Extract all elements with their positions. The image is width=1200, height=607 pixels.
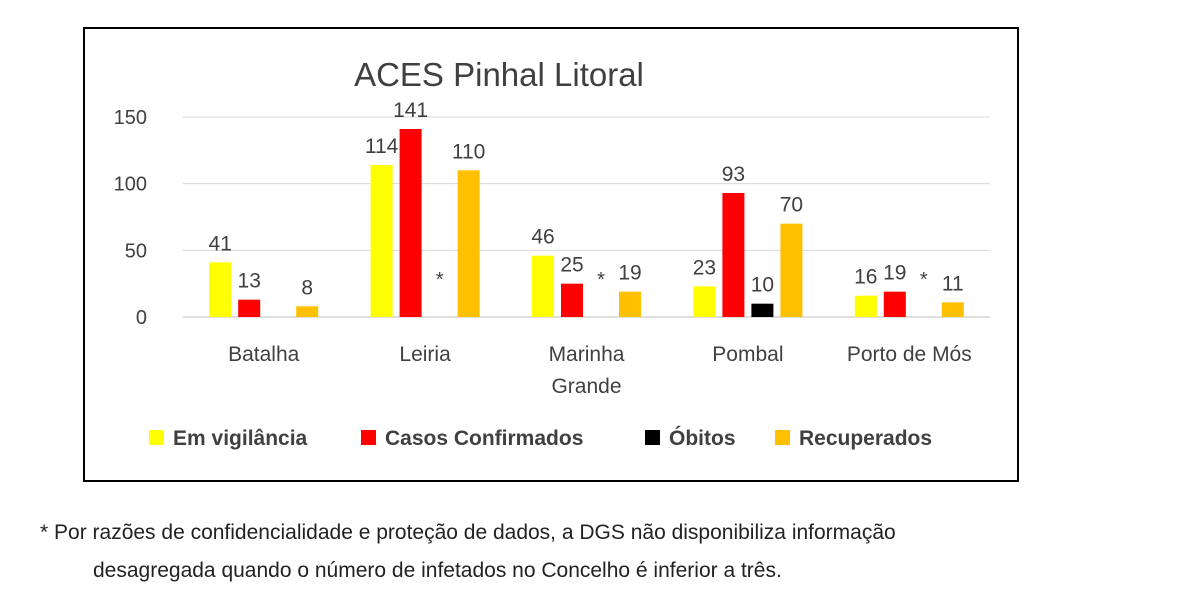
legend-swatch [149, 430, 164, 445]
legend-label: Em vigilância [173, 427, 308, 450]
legend-label: Casos Confirmados [385, 427, 583, 450]
chart-frame: ACES Pinhal Litoral 0 50 100 150 41 13 8 Batalha… [83, 27, 1019, 482]
x-category-label: Marinha [549, 343, 625, 366]
data-label: 110 [452, 140, 485, 163]
data-label: 10 [751, 274, 774, 297]
data-label: 23 [693, 256, 716, 279]
legend-label: Recuperados [799, 427, 932, 450]
data-label: 19 [618, 262, 641, 285]
bar-0-1 [238, 299, 261, 317]
bar-4-1 [883, 291, 906, 317]
footnote-line-1: * Por razões de confidencialidade e prot… [40, 521, 896, 544]
bar-0-0 [209, 262, 232, 317]
legend-swatch [645, 430, 660, 445]
y-tick-label: 150 [114, 107, 147, 129]
legend-swatch [775, 430, 790, 445]
legend-swatch [361, 430, 376, 445]
data-label: * [597, 269, 605, 291]
bar-3-0 [693, 286, 716, 317]
bar-3-1 [722, 193, 745, 317]
data-label: 25 [560, 254, 583, 277]
y-tick-label: 50 [125, 240, 147, 262]
y-tick-label: 0 [136, 307, 147, 329]
bar-4-0 [854, 295, 877, 317]
bar-1-0 [370, 165, 393, 317]
data-label: 93 [722, 163, 745, 186]
data-label: 41 [209, 232, 232, 255]
data-label: 46 [531, 226, 554, 249]
data-label: 19 [883, 262, 906, 285]
bar-1-3 [457, 170, 480, 317]
bar-4-3 [941, 302, 964, 317]
data-label: * [436, 269, 444, 291]
x-category-label: Porto de Mós [847, 343, 972, 366]
x-category-label: Batalha [228, 343, 300, 366]
bar-2-0 [532, 255, 554, 317]
x-category-label: Leiria [399, 343, 451, 366]
data-label: 8 [301, 276, 313, 299]
x-category-label: Grande [551, 375, 621, 398]
bar-0-3 [296, 306, 319, 317]
chart-title: ACES Pinhal Litoral [354, 56, 644, 93]
data-label: 11 [942, 272, 964, 295]
bar-3-3 [780, 223, 803, 317]
data-label: 114 [365, 135, 399, 158]
bar-2-1 [561, 283, 583, 317]
footnote-line-2: desagregada quando o número de infetados… [93, 559, 782, 582]
data-label: 141 [393, 99, 428, 122]
bar-2-3 [619, 291, 641, 317]
data-label: 13 [238, 270, 261, 293]
legend-label: Óbitos [669, 426, 736, 450]
bar-1-1 [399, 129, 422, 317]
y-tick-label: 100 [114, 174, 147, 196]
data-label: 16 [854, 266, 877, 289]
bar-3-2 [751, 303, 774, 317]
x-category-label: Pombal [712, 343, 783, 366]
data-label: 70 [780, 194, 803, 217]
data-label: * [920, 269, 928, 291]
bar-chart: ACES Pinhal Litoral 0 50 100 150 41 13 8 Batalha… [114, 56, 990, 450]
